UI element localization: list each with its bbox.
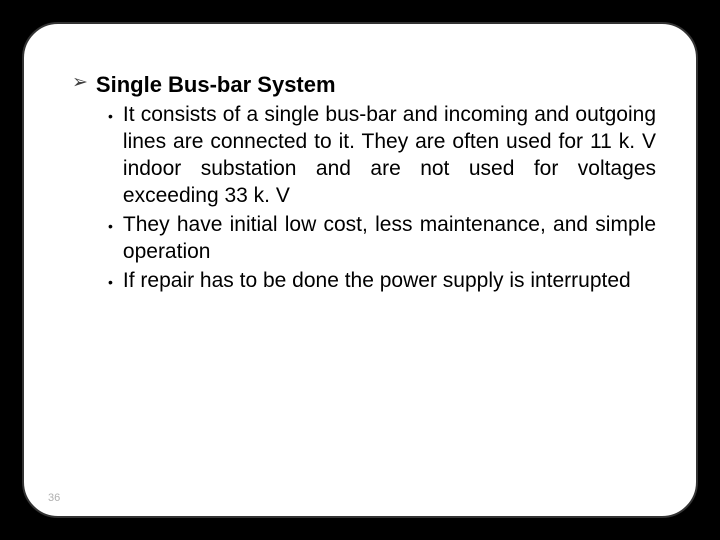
list-item: • They have initial low cost, less maint…	[108, 212, 656, 266]
bullet-text: If repair has to be done the power suppl…	[123, 268, 631, 295]
heading-text: Single Bus-bar System	[96, 72, 336, 98]
bullet-list: • It consists of a single bus-bar and in…	[108, 102, 656, 294]
list-item: • It consists of a single bus-bar and in…	[108, 102, 656, 210]
dot-bullet-icon: •	[108, 274, 113, 290]
bullet-text: They have initial low cost, less mainten…	[123, 212, 656, 266]
arrow-bullet-icon: ➢	[72, 72, 88, 95]
page-number: 36	[48, 492, 60, 504]
dot-bullet-icon: •	[108, 218, 113, 234]
slide-heading: ➢ Single Bus-bar System	[72, 72, 656, 98]
bullet-text: It consists of a single bus-bar and inco…	[123, 102, 656, 210]
list-item: • If repair has to be done the power sup…	[108, 268, 656, 295]
dot-bullet-icon: •	[108, 108, 113, 124]
slide-panel: ➢ Single Bus-bar System • It consists of…	[22, 22, 698, 518]
